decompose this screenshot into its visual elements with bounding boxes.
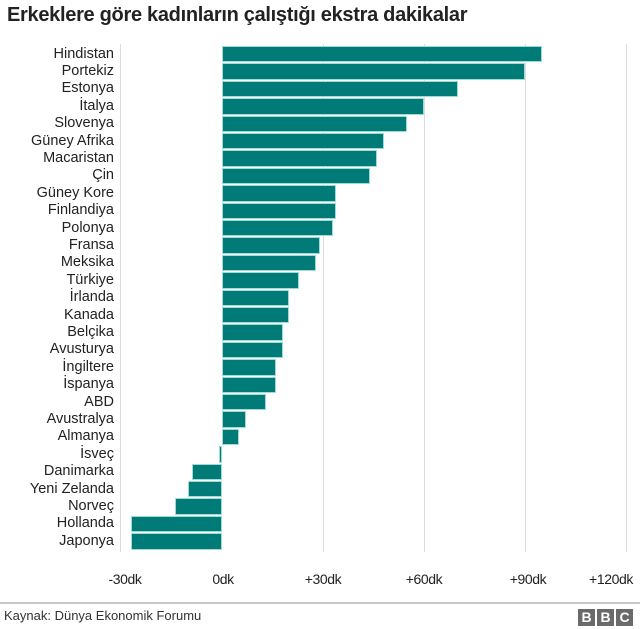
bar bbox=[131, 533, 222, 550]
category-label: İrlanda bbox=[69, 289, 114, 306]
category-label: Avustralya bbox=[46, 410, 114, 427]
bar bbox=[222, 376, 276, 393]
category-label: Portekiz bbox=[61, 62, 114, 79]
bar bbox=[222, 254, 317, 272]
bbc-logo: B B C bbox=[578, 609, 633, 626]
gridline bbox=[626, 44, 627, 552]
footer-divider bbox=[0, 602, 640, 604]
source-note: Kaynak: Dünya Ekonomik Forumu bbox=[4, 608, 202, 623]
x-axis-tick-label: +30dk bbox=[304, 571, 342, 587]
bar bbox=[174, 498, 222, 515]
bar bbox=[222, 324, 283, 341]
x-axis-tick-label: +120dk bbox=[589, 571, 633, 587]
bar bbox=[222, 428, 239, 446]
category-label: Almanya bbox=[57, 428, 114, 445]
bar bbox=[222, 394, 266, 411]
bar bbox=[222, 272, 300, 289]
bbc-logo-letter: C bbox=[616, 609, 633, 626]
category-label: Yeni Zelanda bbox=[29, 480, 114, 497]
chart-title: Erkeklere göre kadınların çalıştığı ekst… bbox=[7, 4, 468, 26]
bar bbox=[222, 220, 334, 237]
category-label: Türkiye bbox=[66, 271, 114, 288]
bar bbox=[222, 307, 290, 324]
x-axis-tick-label: 0dk bbox=[212, 571, 234, 587]
category-label: Finlandiya bbox=[47, 202, 114, 219]
x-axis-tick-label: +90dk bbox=[509, 571, 547, 587]
category-label: Danimarka bbox=[43, 463, 114, 480]
bar bbox=[222, 63, 525, 80]
category-label: İspanya bbox=[63, 376, 114, 393]
category-label: Güney Kore bbox=[36, 184, 114, 201]
category-label: Hindistan bbox=[53, 45, 114, 62]
bar bbox=[222, 46, 542, 63]
bar bbox=[222, 185, 337, 202]
bar bbox=[222, 80, 458, 98]
bar bbox=[222, 411, 246, 428]
bar bbox=[222, 98, 424, 115]
category-label: Norveç bbox=[68, 497, 114, 514]
category-label: Estonya bbox=[61, 80, 114, 97]
gridline bbox=[323, 44, 324, 552]
category-label: Güney Afrika bbox=[30, 132, 114, 149]
gridline bbox=[424, 44, 425, 552]
bar bbox=[191, 463, 222, 480]
bar bbox=[222, 237, 320, 254]
category-label: Çin bbox=[92, 167, 114, 184]
bar bbox=[218, 446, 222, 463]
category-label: Avusturya bbox=[49, 341, 114, 358]
gridline bbox=[525, 44, 526, 552]
category-label: İsveç bbox=[80, 445, 114, 462]
bar bbox=[188, 481, 222, 498]
category-label: Fransa bbox=[68, 236, 114, 253]
bar bbox=[222, 133, 384, 150]
bbc-logo-letter: B bbox=[597, 609, 614, 626]
x-axis-tick-label: +60dk bbox=[405, 571, 443, 587]
bbc-logo-letter: B bbox=[578, 609, 595, 626]
category-label: Hollanda bbox=[56, 515, 114, 532]
bar bbox=[222, 167, 371, 185]
category-label: Meksika bbox=[60, 254, 114, 271]
bar bbox=[222, 359, 276, 376]
category-label: İtalya bbox=[79, 97, 114, 114]
bar bbox=[131, 515, 222, 533]
category-label: Kanada bbox=[64, 306, 114, 323]
category-label: ABD bbox=[84, 393, 114, 410]
bar bbox=[222, 115, 408, 132]
category-label: Macaristan bbox=[43, 149, 114, 166]
bar bbox=[222, 150, 377, 167]
bar bbox=[222, 202, 337, 219]
category-label: Polonya bbox=[61, 219, 114, 236]
x-axis-tick-label: -30dk bbox=[108, 571, 142, 587]
category-label: Slovenya bbox=[54, 115, 114, 132]
bar bbox=[222, 289, 290, 306]
category-label: Japonya bbox=[59, 532, 114, 549]
category-label: İngiltere bbox=[62, 358, 114, 375]
category-label: Belçika bbox=[67, 323, 114, 340]
bar bbox=[222, 341, 283, 359]
bar-chart: Hindistan Portekiz Estonya İtalya Slovenya Gü… bbox=[29, 44, 633, 587]
gridline bbox=[120, 44, 121, 552]
